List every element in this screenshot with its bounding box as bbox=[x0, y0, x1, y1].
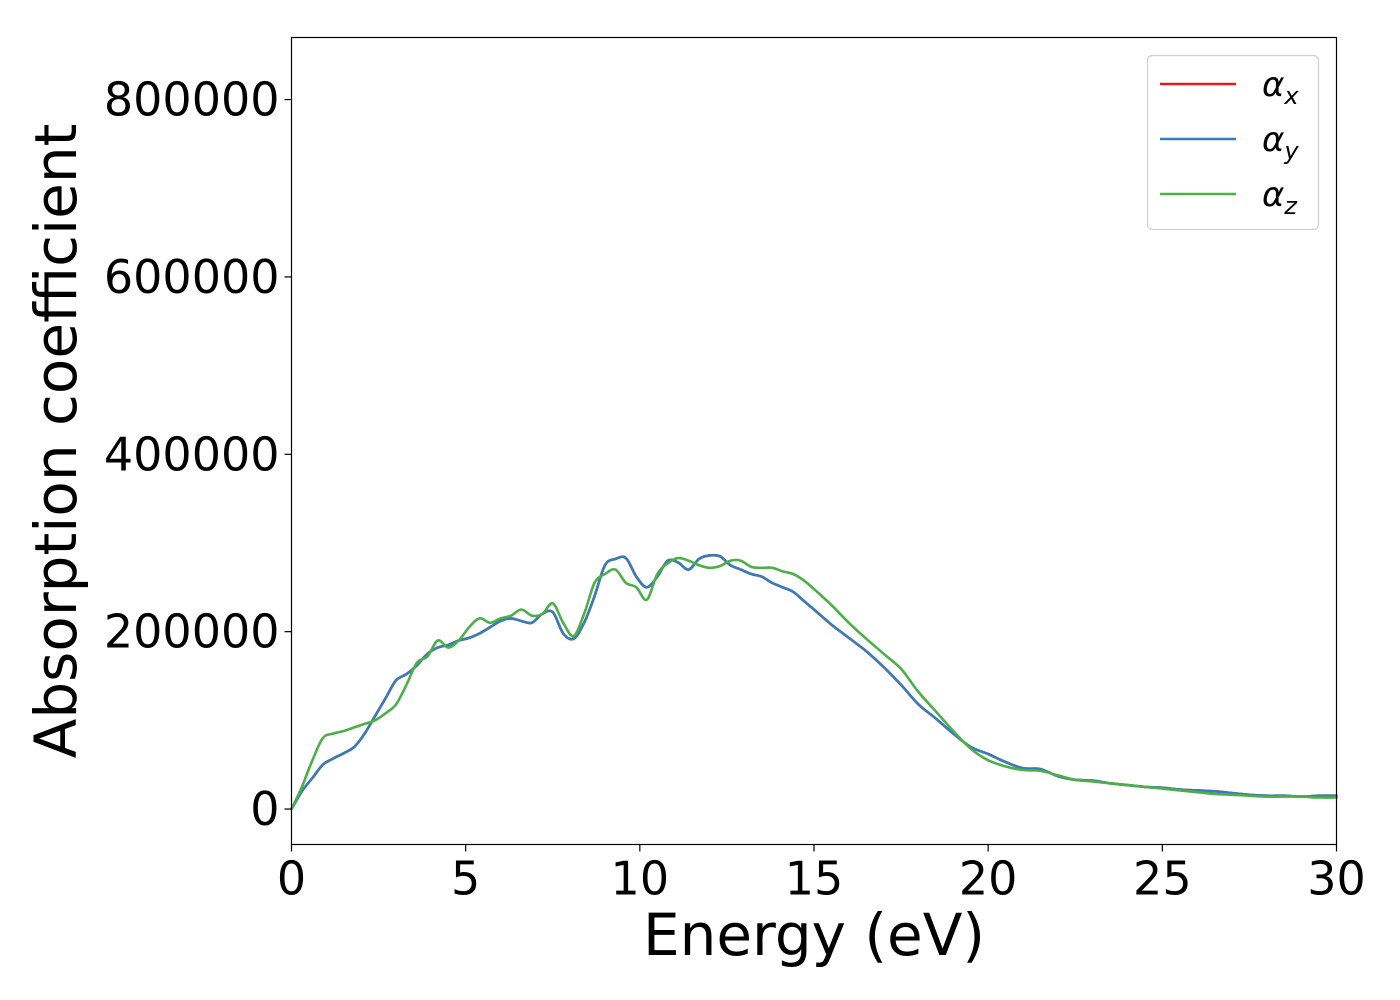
legend-label-subscript: z bbox=[1283, 192, 1298, 220]
legend-label-symbol: α bbox=[1262, 65, 1284, 105]
x-tick-label: 10 bbox=[611, 852, 670, 906]
legend-label-symbol: α bbox=[1262, 175, 1284, 215]
y-tick-label: 600000 bbox=[104, 250, 280, 304]
x-tick-label: 20 bbox=[959, 852, 1018, 906]
legend-label-subscript: x bbox=[1283, 82, 1299, 110]
x-tick-label: 15 bbox=[785, 852, 844, 906]
y-tick-label: 0 bbox=[250, 782, 279, 836]
legend-label-alpha-z: αz bbox=[1262, 175, 1298, 220]
series-line-alpha-z bbox=[290, 556, 1338, 811]
x-axis: 0 5 10 15 20 25 30 bbox=[277, 844, 1366, 906]
legend-label-alpha-y: αy bbox=[1262, 120, 1299, 165]
legend-label-symbol: α bbox=[1262, 120, 1284, 160]
x-axis-title: Energy (eV) bbox=[643, 901, 985, 969]
x-tick-label: 30 bbox=[1307, 852, 1366, 906]
legend-box bbox=[1146, 54, 1320, 231]
y-tick-label: 200000 bbox=[104, 605, 280, 659]
legend-label-subscript: y bbox=[1283, 137, 1299, 165]
y-axis: 0 200000 400000 600000 800000 bbox=[104, 73, 292, 836]
x-tick-label: 25 bbox=[1133, 852, 1192, 906]
legend-label-alpha-x: αx bbox=[1262, 65, 1299, 110]
x-tick-label: 5 bbox=[451, 852, 480, 906]
y-axis-title: Absorption coefficient bbox=[22, 124, 90, 759]
x-tick-label: 0 bbox=[277, 852, 306, 906]
y-tick-label: 400000 bbox=[104, 427, 280, 481]
y-tick-label: 800000 bbox=[104, 73, 280, 127]
series-layer bbox=[290, 553, 1338, 811]
